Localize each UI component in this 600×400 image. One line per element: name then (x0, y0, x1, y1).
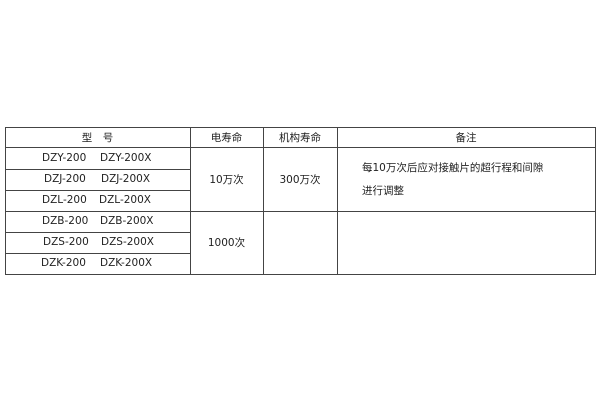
model-b: DZS-200X (101, 236, 154, 248)
header-electrical-life: 电寿命 (210, 131, 243, 144)
border (5, 147, 596, 148)
border (337, 127, 338, 275)
mechanical-life-cell: 300万次 (279, 173, 321, 186)
remarks-cell (337, 211, 595, 274)
header-remarks: 备注 (455, 131, 477, 144)
model-b: DZJ-200X (101, 173, 151, 185)
electrical-life-cell: 1000次 (207, 237, 246, 249)
remarks-line: 进行调整 (362, 185, 404, 197)
model-a: DZL-200 (42, 194, 87, 206)
border (5, 169, 191, 170)
border (5, 211, 596, 212)
remarks-line: 每10万次后应对接触片的超行程和间隙 (362, 162, 544, 174)
header-mechanical-life: 机构寿命 (279, 131, 321, 144)
model-a: DZY-200 (42, 152, 87, 164)
model-b: DZK-200X (100, 257, 153, 269)
model-b: DZB-200X (100, 215, 154, 227)
model-a: DZS-200 (43, 236, 89, 248)
model-a: DZJ-200 (44, 173, 86, 185)
mechanical-life-cell (263, 211, 337, 274)
border (5, 127, 596, 128)
header-model: 型 号 (81, 131, 114, 144)
border (5, 190, 191, 191)
border (5, 274, 596, 275)
model-b: DZY-200X (100, 152, 152, 164)
border (5, 253, 191, 254)
model-b: DZL-200X (99, 194, 151, 206)
border (190, 127, 191, 275)
model-a: DZK-200 (41, 257, 86, 269)
border (263, 127, 264, 275)
border (595, 127, 596, 275)
model-a: DZB-200 (42, 215, 89, 227)
border (5, 127, 6, 275)
border (5, 232, 191, 233)
electrical-life-cell: 10万次 (209, 173, 244, 186)
